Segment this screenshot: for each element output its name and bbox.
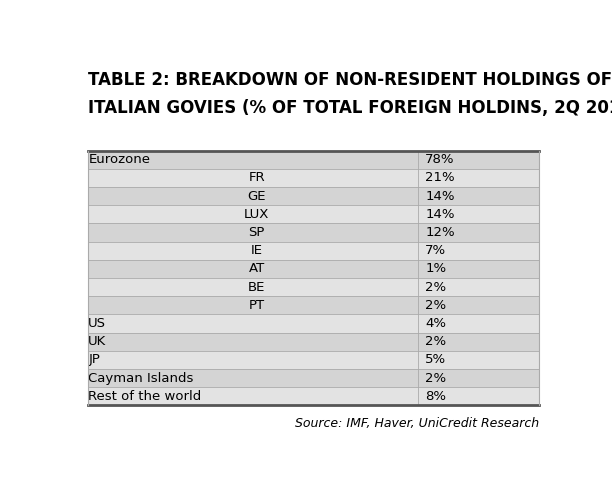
Text: 2%: 2% <box>425 281 446 293</box>
Text: Rest of the world: Rest of the world <box>88 390 201 403</box>
Bar <box>88 314 539 332</box>
Text: 2%: 2% <box>425 335 446 348</box>
Text: LUX: LUX <box>244 208 269 221</box>
Text: 2%: 2% <box>425 299 446 312</box>
Text: 21%: 21% <box>425 171 455 184</box>
Bar <box>88 205 539 223</box>
Text: ITALIAN GOVIES (% OF TOTAL FOREIGN HOLDINS, 2Q 2018): ITALIAN GOVIES (% OF TOTAL FOREIGN HOLDI… <box>88 99 612 117</box>
Text: 1%: 1% <box>425 262 446 275</box>
Text: SP: SP <box>248 226 265 239</box>
Text: 78%: 78% <box>425 153 455 166</box>
Bar <box>88 223 539 242</box>
Bar <box>88 187 539 205</box>
Text: 14%: 14% <box>425 208 455 221</box>
Text: AT: AT <box>248 262 265 275</box>
Bar <box>88 369 539 387</box>
Text: 7%: 7% <box>425 244 446 257</box>
Bar <box>88 242 539 260</box>
Bar <box>88 278 539 296</box>
Text: Eurozone: Eurozone <box>88 153 151 166</box>
Bar <box>88 332 539 351</box>
Text: 14%: 14% <box>425 190 455 203</box>
Text: Cayman Islands: Cayman Islands <box>88 371 194 385</box>
Bar <box>88 296 539 314</box>
Text: 8%: 8% <box>425 390 446 403</box>
Text: PT: PT <box>248 299 265 312</box>
Text: Source: IMF, Haver, UniCredit Research: Source: IMF, Haver, UniCredit Research <box>295 417 539 430</box>
Text: TABLE 2: BREAKDOWN OF NON-RESIDENT HOLDINGS OF: TABLE 2: BREAKDOWN OF NON-RESIDENT HOLDI… <box>88 71 612 89</box>
Bar <box>88 387 539 406</box>
Text: BE: BE <box>248 281 266 293</box>
Text: 12%: 12% <box>425 226 455 239</box>
Text: 5%: 5% <box>425 353 446 367</box>
Text: US: US <box>88 317 106 330</box>
Text: JP: JP <box>88 353 100 367</box>
Text: 4%: 4% <box>425 317 446 330</box>
Bar <box>88 169 539 187</box>
Bar <box>88 351 539 369</box>
Text: IE: IE <box>251 244 263 257</box>
Text: 2%: 2% <box>425 371 446 385</box>
Bar <box>88 151 539 169</box>
Bar <box>88 260 539 278</box>
Text: GE: GE <box>247 190 266 203</box>
Text: FR: FR <box>248 171 265 184</box>
Text: UK: UK <box>88 335 106 348</box>
